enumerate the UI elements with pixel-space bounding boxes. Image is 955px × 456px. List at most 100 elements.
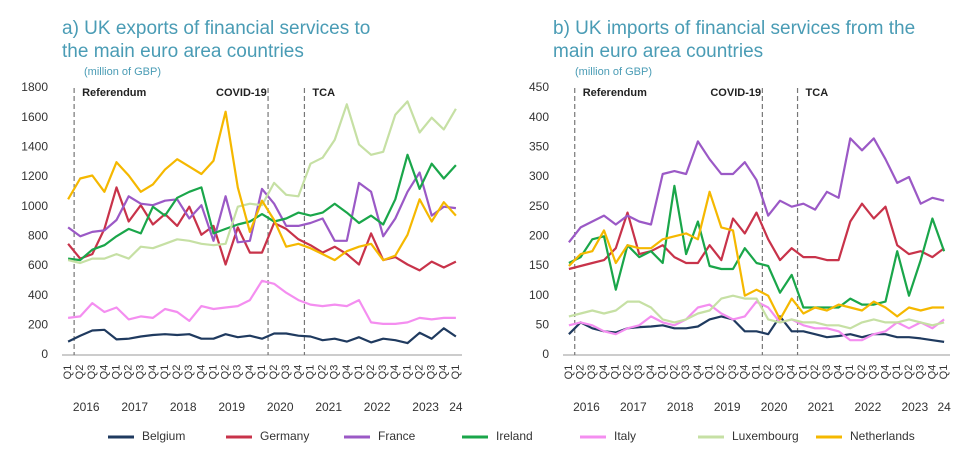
- event-label: COVID-19: [216, 87, 267, 99]
- x-tick-label: Q1: [750, 365, 762, 380]
- year-label: 2018: [170, 400, 197, 414]
- y-tick-label: 350: [529, 140, 549, 154]
- year-label: 2016: [573, 400, 600, 414]
- series-line: [67, 279, 456, 325]
- x-tick-label: Q2: [365, 365, 377, 380]
- x-tick-label: Q3: [680, 365, 692, 380]
- x-tick-label: Q2: [317, 365, 329, 380]
- year-label: 2019: [714, 400, 741, 414]
- x-tick-label: Q4: [598, 365, 610, 380]
- y-tick-label: 400: [529, 110, 549, 124]
- event-label: TCA: [312, 87, 335, 99]
- series-line: [568, 300, 945, 342]
- y-tick-label: 150: [529, 258, 549, 272]
- legend-label: Luxembourg: [732, 429, 799, 443]
- x-tick-label: Q4: [645, 365, 657, 380]
- x-tick-label: Q2: [574, 365, 586, 380]
- x-tick-label: Q3: [868, 365, 880, 380]
- year-label: 2022: [364, 400, 391, 414]
- x-tick-label: Q3: [232, 365, 244, 380]
- x-tick-label: Q1: [304, 365, 316, 380]
- x-tick-label: Q3: [426, 365, 438, 380]
- year-label: 2016: [73, 400, 100, 414]
- y-tick-label: 1000: [21, 199, 48, 213]
- x-tick-label: Q2: [74, 365, 86, 380]
- chart-title: main euro area countries: [553, 41, 763, 62]
- x-tick-label: Q3: [377, 365, 389, 380]
- x-tick-label: Q3: [329, 365, 341, 380]
- x-tick-label: Q1: [207, 365, 219, 380]
- legend-label: France: [378, 429, 416, 443]
- y-tick-label: 0: [542, 347, 549, 361]
- series-line: [568, 137, 945, 243]
- x-tick-label: Q1: [657, 365, 669, 380]
- x-tick-label: Q3: [86, 365, 98, 380]
- y-tick-label: 450: [529, 80, 549, 94]
- year-label: 2020: [761, 400, 788, 414]
- event-label: Referendum: [82, 87, 146, 99]
- series-line: [568, 294, 945, 330]
- legend-label: Netherlands: [850, 429, 915, 443]
- x-tick-label: Q4: [926, 365, 938, 380]
- x-tick-label: Q1: [401, 365, 413, 380]
- x-tick-label: Q3: [821, 365, 833, 380]
- x-tick-label: Q4: [438, 365, 450, 380]
- x-tick-label: Q3: [633, 365, 645, 380]
- x-tick-label: Q1: [938, 365, 950, 380]
- chart-subtitle: (million of GBP): [84, 66, 161, 78]
- y-tick-label: 300: [529, 169, 549, 183]
- x-tick-label: Q4: [879, 365, 891, 380]
- year-label: 2023: [412, 400, 439, 414]
- x-tick-label: Q2: [413, 365, 425, 380]
- x-tick-label: Q1: [62, 365, 74, 380]
- chart-title: a) UK exports of financial services to: [62, 18, 370, 39]
- event-label: Referendum: [583, 87, 647, 99]
- year-label: 2021: [315, 400, 342, 414]
- x-tick-label: Q4: [832, 365, 844, 380]
- year-label: 2019: [218, 400, 245, 414]
- x-tick-label: Q1: [563, 365, 575, 380]
- y-tick-label: 200: [529, 229, 549, 243]
- y-tick-label: 400: [28, 288, 48, 302]
- x-tick-label: Q1: [610, 365, 622, 380]
- chart-title: b) UK imports of financial services from…: [553, 18, 915, 39]
- x-tick-label: Q4: [244, 365, 256, 380]
- legend-label: Belgium: [142, 429, 185, 443]
- x-tick-label: Q1: [353, 365, 365, 380]
- x-tick-label: Q1: [256, 365, 268, 380]
- x-tick-label: Q2: [809, 365, 821, 380]
- x-tick-label: Q3: [727, 365, 739, 380]
- series-line: [67, 110, 457, 262]
- chart-subtitle: (million of GBP): [575, 66, 652, 78]
- legend-label: Germany: [260, 429, 309, 443]
- y-tick-label: 1600: [21, 110, 48, 124]
- series-line: [568, 184, 946, 309]
- event-label: TCA: [806, 87, 829, 99]
- x-tick-label: Q2: [268, 365, 280, 380]
- series-line: [67, 153, 457, 262]
- legend-label: Ireland: [496, 429, 533, 443]
- x-tick-label: Q2: [715, 365, 727, 380]
- year-label: 2020: [267, 400, 294, 414]
- series-line: [67, 171, 457, 244]
- x-tick-label: Q2: [668, 365, 680, 380]
- x-tick-label: Q3: [774, 365, 786, 380]
- year-label: 2018: [667, 400, 694, 414]
- series-line: [67, 100, 457, 265]
- series-line: [568, 202, 945, 271]
- y-tick-label: 250: [529, 199, 549, 213]
- x-tick-label: Q4: [739, 365, 751, 380]
- x-tick-label: Q2: [762, 365, 774, 380]
- event-label: COVID-19: [710, 87, 761, 99]
- y-tick-label: 1800: [21, 80, 48, 94]
- x-tick-label: Q1: [797, 365, 809, 380]
- x-tick-label: Q2: [171, 365, 183, 380]
- y-tick-label: 0: [41, 347, 48, 361]
- x-tick-label: Q1: [844, 365, 856, 380]
- x-tick-label: Q4: [195, 365, 207, 380]
- y-tick-label: 600: [28, 258, 48, 272]
- x-tick-label: Q1: [891, 365, 903, 380]
- x-tick-label: Q4: [147, 365, 159, 380]
- x-tick-label: Q4: [692, 365, 704, 380]
